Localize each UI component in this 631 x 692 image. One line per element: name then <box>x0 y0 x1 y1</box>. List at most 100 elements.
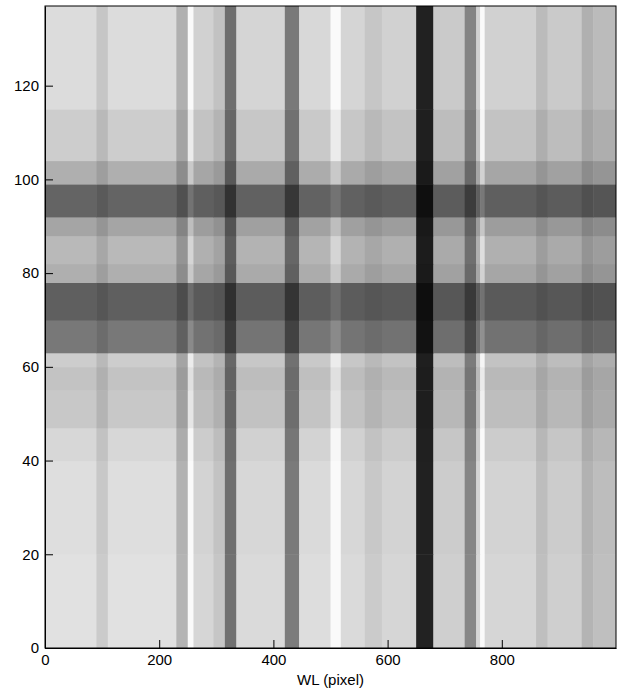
cell <box>582 161 594 185</box>
cell <box>536 217 548 236</box>
cell <box>176 367 188 391</box>
cell <box>476 554 480 648</box>
cell <box>582 6 594 110</box>
cell <box>582 367 594 391</box>
cell <box>476 217 480 236</box>
cell <box>96 353 108 368</box>
cell <box>285 353 300 368</box>
cell <box>299 184 331 217</box>
cell <box>582 282 594 320</box>
y-tick-mark <box>45 554 53 555</box>
cell <box>193 264 213 283</box>
cell <box>96 109 108 161</box>
cell <box>299 390 331 428</box>
cell <box>433 6 465 110</box>
cell <box>236 282 285 320</box>
cell <box>176 428 188 461</box>
cell <box>225 282 237 320</box>
cell <box>176 184 188 217</box>
cell <box>193 554 213 648</box>
cell <box>341 554 365 648</box>
cell <box>236 184 285 217</box>
cell <box>45 109 97 161</box>
x-tick-label: 200 <box>147 651 172 668</box>
x-tick-mark <box>502 640 503 648</box>
cell <box>465 217 477 236</box>
cell <box>45 282 97 320</box>
cell <box>485 236 537 265</box>
cell <box>547 554 582 648</box>
cell <box>433 264 465 283</box>
cell <box>547 320 582 353</box>
cell <box>236 109 285 161</box>
y-tick-label: 60 <box>22 358 39 375</box>
cell <box>96 236 108 265</box>
cell <box>176 282 188 320</box>
cell <box>45 264 97 283</box>
cell <box>416 554 434 648</box>
cell <box>341 161 365 185</box>
cell <box>225 390 237 428</box>
cell <box>476 367 480 391</box>
cell <box>465 161 477 185</box>
cell <box>341 109 365 161</box>
cell <box>299 109 331 161</box>
cell <box>416 236 434 265</box>
cell <box>416 184 434 217</box>
cell <box>213 109 225 161</box>
cell <box>382 217 417 236</box>
cell <box>331 282 342 320</box>
cell <box>433 554 465 648</box>
cell <box>236 554 285 648</box>
cell <box>465 6 477 110</box>
cell <box>465 367 477 391</box>
cell <box>582 554 594 648</box>
cell <box>536 109 548 161</box>
cell <box>547 367 582 391</box>
cell <box>536 264 548 283</box>
cell <box>225 236 237 265</box>
cell <box>485 461 537 555</box>
cell <box>341 461 365 555</box>
cell <box>341 353 365 368</box>
cell <box>476 428 480 461</box>
cell <box>285 367 300 391</box>
cell <box>365 161 383 185</box>
cell <box>547 390 582 428</box>
cell <box>465 282 477 320</box>
cell <box>365 109 383 161</box>
chart: 0200400600800020406080100120WL (pixel) <box>0 0 631 692</box>
cell <box>485 282 537 320</box>
cell <box>188 6 194 110</box>
cell <box>382 367 417 391</box>
cell <box>236 367 285 391</box>
cell <box>213 367 225 391</box>
cell <box>476 320 480 353</box>
y-tick: 0 <box>31 639 53 656</box>
cell <box>547 109 582 161</box>
cell <box>96 217 108 236</box>
cell <box>193 367 213 391</box>
cell <box>476 161 480 185</box>
cell <box>480 461 485 555</box>
cell <box>480 554 485 648</box>
cell <box>365 184 383 217</box>
cell <box>45 184 97 217</box>
cell <box>547 236 582 265</box>
cell <box>341 264 365 283</box>
cell <box>365 428 383 461</box>
y-tick-mark <box>45 179 53 180</box>
cell <box>176 390 188 428</box>
cell <box>45 161 97 185</box>
y-tick-label: 80 <box>22 264 39 281</box>
cell <box>480 264 485 283</box>
cell <box>285 217 300 236</box>
cell <box>547 217 582 236</box>
cell <box>365 236 383 265</box>
y-tick-label: 40 <box>22 452 39 469</box>
cell <box>285 264 300 283</box>
cell <box>582 184 594 217</box>
cell <box>213 461 225 555</box>
cell <box>299 554 331 648</box>
cell <box>96 428 108 461</box>
